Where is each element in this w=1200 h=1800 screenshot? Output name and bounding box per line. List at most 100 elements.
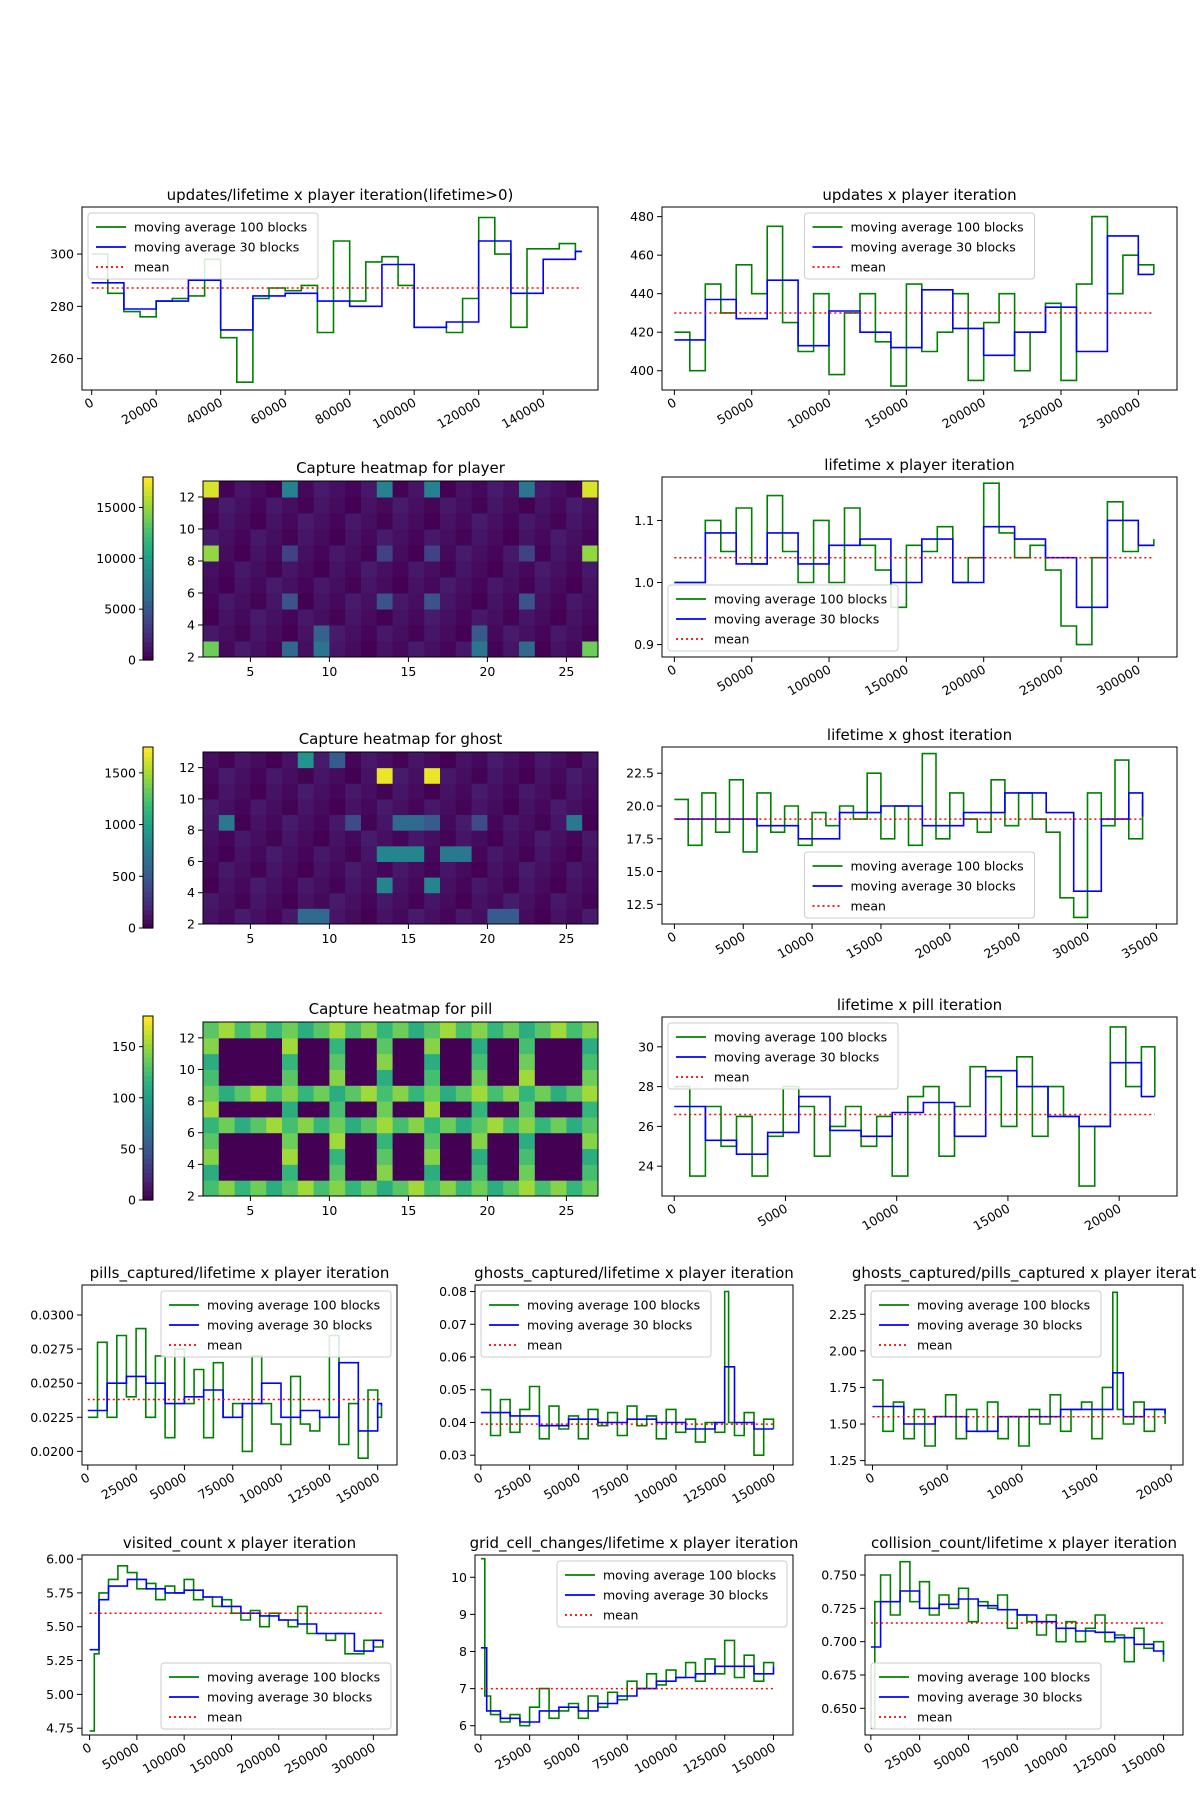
heatmap-cell <box>250 545 267 562</box>
heatmap-cell <box>440 513 457 530</box>
heatmap-cell <box>471 752 488 769</box>
series-ma100-line <box>674 1026 1156 1187</box>
y-tick-label: 0.9 <box>634 637 654 652</box>
heatmap-cell <box>455 861 473 878</box>
colorbar-step <box>143 531 153 538</box>
heatmap-cell <box>440 1101 457 1118</box>
heatmap-cell <box>534 1164 552 1181</box>
heatmap-cell <box>408 1069 425 1086</box>
series-ma30-line <box>674 519 1154 609</box>
heatmap-cell <box>534 1022 552 1039</box>
x-tick-label: 10000 <box>859 1201 901 1234</box>
heatmap-cell <box>582 641 599 658</box>
heatmap-cell <box>424 497 441 514</box>
heatmap-cell <box>487 641 504 658</box>
heatmap-cell <box>424 1037 441 1055</box>
x-tick-label: 15 <box>400 931 416 946</box>
heatmap-cell <box>519 783 536 800</box>
colorbar-step <box>143 869 153 875</box>
heatmap-cell <box>534 1085 552 1102</box>
heatmap-cell <box>361 625 378 642</box>
y-tick-label: 2 <box>187 1189 195 1204</box>
x-tick-label: 10 <box>321 1203 337 1218</box>
x-tick-label: 100000 <box>785 662 834 699</box>
y-tick-label: 0.06 <box>439 1350 467 1365</box>
heatmap-cell <box>361 798 378 816</box>
heatmap-cell <box>266 877 283 894</box>
heatmap-cell <box>503 625 520 642</box>
heatmap-cell <box>345 1037 362 1055</box>
heatmap-cell <box>313 783 330 800</box>
heatmap-cell <box>471 1069 488 1086</box>
heatmap-cell <box>582 877 599 894</box>
colorbar-step <box>143 1144 153 1150</box>
heatmap-cell <box>234 830 251 847</box>
colorbar-step <box>143 855 153 861</box>
heatmap-cell <box>392 529 409 546</box>
heatmap-cell <box>440 1148 457 1165</box>
legend-label: mean <box>917 1710 952 1725</box>
colorbar-step <box>143 1029 153 1035</box>
colorbar-step <box>143 823 153 830</box>
heatmap-cell <box>218 1085 236 1102</box>
heatmap-cell <box>203 1116 220 1134</box>
heatmap-cell <box>345 861 362 878</box>
heatmap-cell <box>297 1116 315 1134</box>
axes-frame <box>202 751 599 925</box>
heatmap-cell <box>282 752 299 769</box>
heatmap-cell <box>297 908 315 925</box>
heatmap-cell <box>234 513 251 530</box>
colorbar-step <box>143 814 153 820</box>
heatmap-cell <box>313 814 330 831</box>
heatmap-cell <box>297 861 315 878</box>
heatmap-cell <box>582 1101 599 1118</box>
heatmap-cell <box>503 798 520 816</box>
heatmap-cell <box>519 641 536 658</box>
x-tick-label: 15 <box>400 664 416 679</box>
x-tick-label: 15000 <box>844 929 886 962</box>
x-tick-label: 25 <box>558 931 574 946</box>
y-tick-label: 1.50 <box>829 1417 857 1432</box>
x-tick-label: 5 <box>246 664 254 679</box>
heatmap-cell <box>297 593 315 610</box>
heatmap-cell <box>440 577 457 594</box>
heatmap-cell <box>392 1116 409 1134</box>
heatmap-cell <box>519 513 536 530</box>
heatmap-cell <box>534 798 552 816</box>
colorbar-step <box>143 518 153 524</box>
colorbar-frame <box>142 1015 154 1201</box>
heatmap-cell <box>503 1053 520 1070</box>
heatmap-cell <box>550 545 567 562</box>
colorbar-step <box>143 787 153 793</box>
heatmap-cell <box>440 497 457 514</box>
colorbar-step <box>143 1052 153 1058</box>
heatmap-cell <box>519 892 536 909</box>
heatmap-cell <box>455 752 473 769</box>
heatmap-cell <box>297 609 315 626</box>
colorbar-step <box>143 810 153 816</box>
heatmap-cell <box>282 1101 299 1118</box>
colorbar-step <box>143 914 153 920</box>
heatmap-cell <box>550 529 567 546</box>
heatmap-cell <box>471 1148 488 1165</box>
heatmap-cell <box>519 529 536 546</box>
heatmap-cell <box>408 1053 425 1070</box>
heatmap-cell <box>313 497 330 514</box>
heatmap-cell <box>455 481 473 498</box>
heatmap-cell <box>503 1069 520 1086</box>
heatmap-cell <box>487 529 504 546</box>
colorbar-step <box>143 559 153 565</box>
heatmap-cell <box>550 513 567 530</box>
heatmap-cell <box>392 577 409 594</box>
heatmap-cell <box>550 877 567 894</box>
heatmap-cell <box>297 1022 315 1039</box>
legend-box <box>160 1290 392 1358</box>
x-tick-label: 80000 <box>312 395 354 428</box>
heatmap-cell <box>361 513 378 530</box>
colorbar-step <box>143 805 153 811</box>
heatmap-cell <box>266 908 283 925</box>
heatmap-cell <box>313 861 330 878</box>
heatmap-cell <box>550 593 567 610</box>
colorbar-step <box>143 1020 153 1026</box>
legend-label: moving average 100 blocks <box>134 220 307 235</box>
